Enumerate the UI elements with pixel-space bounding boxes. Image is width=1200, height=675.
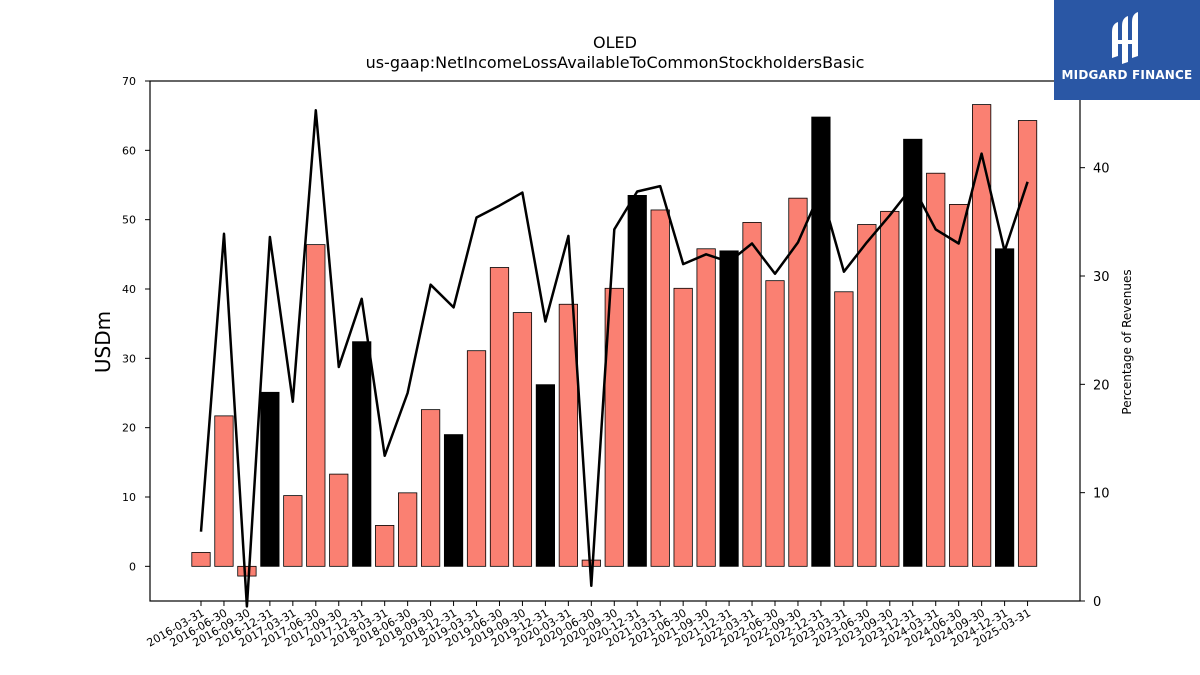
bar — [375, 525, 395, 567]
y-tick-label: 40 — [122, 283, 136, 296]
bar — [535, 384, 556, 567]
chart-title: OLED — [593, 33, 637, 52]
bar — [581, 559, 601, 567]
bar — [903, 138, 923, 567]
series-line — [199, 109, 1029, 608]
bar — [352, 341, 372, 567]
bar — [811, 116, 831, 567]
bar — [443, 434, 464, 567]
y2-axis-label: Percentage of Revenues — [1120, 269, 1134, 414]
bar — [742, 222, 762, 567]
y2-tick-label: 40 — [1093, 162, 1110, 177]
bar — [880, 210, 900, 567]
bar — [489, 267, 510, 567]
bar — [512, 312, 533, 567]
y-tick-label: 60 — [122, 144, 136, 157]
bar — [627, 194, 647, 567]
bar — [834, 291, 854, 567]
bar — [696, 248, 716, 567]
bar — [673, 287, 693, 567]
bar — [949, 204, 969, 567]
y-tick-label: 50 — [122, 214, 136, 227]
bar — [466, 350, 487, 567]
y-tick-label: 10 — [122, 491, 136, 504]
y2-tick-label: 20 — [1093, 378, 1110, 393]
bar — [857, 224, 877, 567]
bar — [650, 209, 670, 567]
bar — [191, 552, 211, 567]
bar — [329, 473, 349, 567]
brand-name: MIDGARD FINANCE — [1061, 68, 1193, 82]
bar — [398, 492, 418, 567]
bar — [306, 244, 326, 567]
y-tick-label: 30 — [122, 352, 136, 365]
bar — [604, 287, 624, 567]
bar — [788, 197, 808, 567]
brand-logo: MIDGARD FINANCE — [1054, 0, 1200, 100]
bar — [558, 303, 578, 567]
y2-tick-label: 30 — [1093, 270, 1110, 285]
bar — [926, 172, 946, 567]
y2-tick-label: 0 — [1093, 595, 1101, 610]
bar — [420, 409, 441, 567]
bar — [214, 415, 234, 567]
bar — [1017, 120, 1038, 567]
bar — [283, 495, 303, 567]
y-tick-label: 70 — [122, 75, 136, 88]
bar — [237, 565, 257, 577]
plot-frame — [149, 80, 1081, 602]
chart-subtitle: us-gaap:NetIncomeLossAvailableToCommonSt… — [366, 53, 865, 72]
bar — [260, 391, 280, 567]
logo-mark-icon — [1112, 12, 1138, 64]
y-tick-label: 20 — [122, 422, 136, 435]
bar — [995, 248, 1015, 567]
plot-area: 0102030405060700102030402016-03-312016-0… — [122, 75, 1110, 650]
bar — [765, 280, 785, 567]
bar — [719, 250, 739, 567]
bar — [972, 104, 992, 567]
y2-tick-label: 10 — [1093, 487, 1110, 502]
y-tick-label: 0 — [129, 560, 136, 573]
y-axis-label: USDm — [91, 311, 115, 373]
